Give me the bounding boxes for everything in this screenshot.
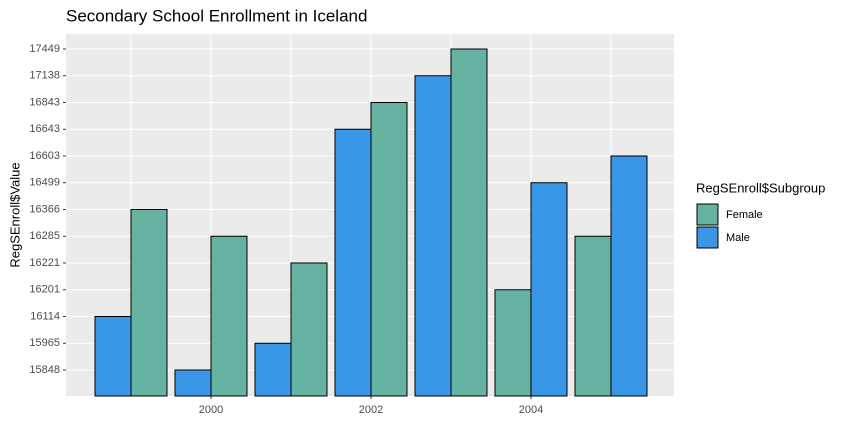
y-tick-label: 15965 (29, 337, 60, 349)
bar (610, 155, 648, 397)
y-tick-label: 16366 (29, 203, 60, 215)
bar (254, 342, 292, 397)
y-tick-label: 16603 (29, 150, 60, 162)
bar (334, 128, 372, 397)
y-tick-label: 16499 (29, 177, 60, 189)
y-axis-title: RegSEnroll$Value (7, 162, 22, 267)
y-tick-label: 15848 (29, 364, 60, 376)
y-tick-label: 17138 (29, 70, 60, 82)
bar (414, 75, 452, 397)
bar (530, 182, 568, 397)
bar (94, 316, 132, 397)
y-tick-label: 16114 (30, 310, 60, 322)
x-tick-label: 2004 (519, 404, 543, 416)
bar (574, 235, 612, 397)
bar (450, 48, 488, 397)
bar (210, 235, 248, 397)
legend-label: Female (726, 209, 763, 221)
x-tick-label: 2002 (359, 404, 383, 416)
chart-title: Secondary School Enrollment in Iceland (66, 6, 367, 25)
bar (370, 102, 408, 397)
y-tick-label: 16843 (29, 96, 60, 108)
legend-key (696, 226, 719, 249)
y-tick-label: 16643 (29, 123, 60, 135)
legend-title: RegSEnroll$Subgroup (696, 180, 825, 195)
y-tick-label: 17449 (29, 43, 60, 55)
legend-key (696, 203, 719, 226)
x-tick-label: 2000 (199, 404, 223, 416)
bar (130, 209, 168, 397)
bar (290, 262, 328, 397)
bar (174, 369, 212, 397)
bar (494, 289, 532, 397)
y-tick-label: 16201 (29, 284, 60, 296)
y-tick-label: 16221 (29, 257, 60, 269)
legend-label: Male (726, 232, 750, 244)
y-tick-label: 16285 (29, 230, 60, 242)
